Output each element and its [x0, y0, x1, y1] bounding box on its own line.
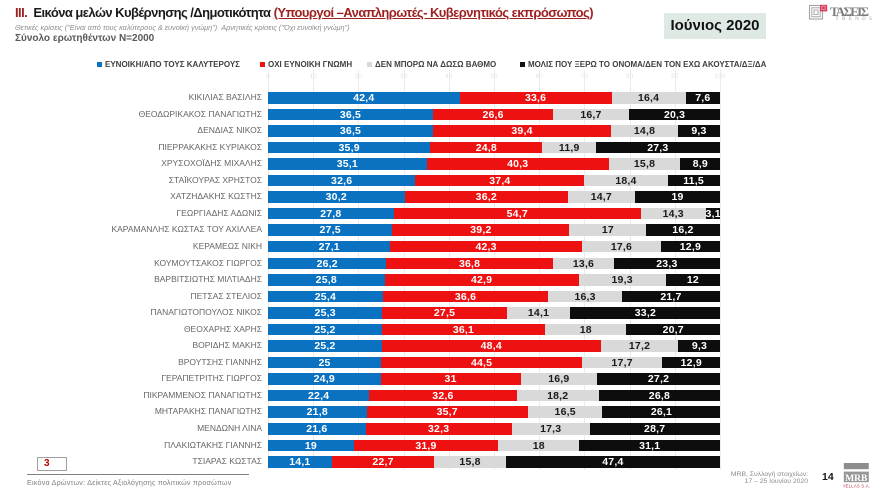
svg-text:MRB: MRB — [845, 474, 868, 484]
svg-text:ΤΑΣΕΙΣ: ΤΑΣΕΙΣ — [830, 4, 869, 19]
svg-text:HELLAS S.A.: HELLAS S.A. — [843, 483, 870, 488]
svg-text:TRENDS: TRENDS — [836, 17, 876, 22]
